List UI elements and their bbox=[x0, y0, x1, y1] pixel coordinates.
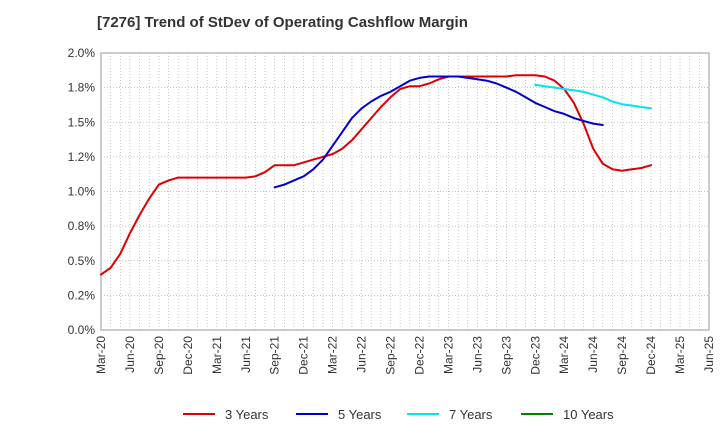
legend-swatch-5-years bbox=[296, 413, 328, 415]
legend: 3 Years 5 Years 7 Years 10 Years bbox=[0, 402, 720, 426]
y-tick-label: 1.8% bbox=[68, 81, 96, 95]
series-line-7-years bbox=[534, 83, 653, 110]
x-tick-label: Mar-22 bbox=[326, 336, 340, 374]
series-line-3-years bbox=[100, 74, 653, 276]
legend-label-10-years: 10 Years bbox=[563, 406, 614, 422]
grid bbox=[100, 52, 710, 331]
legend-swatch-3-years bbox=[183, 413, 215, 415]
series-lines bbox=[100, 74, 653, 276]
x-tick-label: Mar-21 bbox=[210, 336, 224, 374]
y-tick-label: 1.5% bbox=[68, 115, 96, 129]
legend-label-7-years: 7 Years bbox=[449, 406, 493, 422]
y-tick-label: 0.5% bbox=[68, 254, 96, 268]
x-tick-label: Dec-20 bbox=[181, 336, 195, 375]
y-tick-label: 1.0% bbox=[68, 185, 96, 199]
legend-swatch-10-years bbox=[521, 413, 553, 415]
x-tick-label: Sep-22 bbox=[384, 336, 398, 375]
chart-title: [7276] Trend of StDev of Operating Cashf… bbox=[97, 14, 468, 31]
y-tick-label: 1.2% bbox=[68, 150, 96, 164]
x-tick-label: Sep-20 bbox=[152, 336, 166, 375]
x-tick-label: Sep-23 bbox=[499, 336, 513, 375]
x-tick-label: Jun-25 bbox=[702, 336, 716, 373]
legend-item-7-years: 7 Years bbox=[407, 402, 492, 426]
y-tick-label: 2.0% bbox=[68, 46, 96, 60]
y-tick-label: 0.8% bbox=[68, 219, 96, 233]
x-tick-label: Dec-23 bbox=[528, 336, 542, 375]
x-tick-label: Jun-23 bbox=[470, 336, 484, 373]
legend-swatch-7-years bbox=[407, 413, 439, 415]
legend-item-10-years: 10 Years bbox=[521, 402, 614, 426]
x-tick-label: Dec-24 bbox=[644, 336, 658, 375]
y-tick-label: 0.2% bbox=[68, 288, 96, 302]
axes: 0.0% 0.2% 0.5% 0.8% 1.0% 1.2% 1.5% 1.8% 2.0% Mar-… bbox=[68, 46, 716, 375]
x-tick-label: Mar-20 bbox=[94, 336, 108, 374]
x-tick-label: Jun-24 bbox=[586, 336, 600, 373]
x-tick-label: Jun-22 bbox=[355, 336, 369, 373]
x-tick-label: Jun-20 bbox=[123, 336, 137, 373]
x-tick-label: Sep-24 bbox=[615, 336, 629, 375]
legend-label-3-years: 3 Years bbox=[225, 406, 269, 422]
legend-item-5-years: 5 Years bbox=[296, 402, 381, 426]
x-tick-label: Sep-21 bbox=[268, 336, 282, 375]
legend-item-3-years: 3 Years bbox=[183, 402, 268, 426]
x-tick-label: Dec-22 bbox=[412, 336, 426, 375]
y-tick-label: 0.0% bbox=[68, 323, 96, 337]
x-tick-label: Mar-23 bbox=[441, 336, 455, 374]
x-tick-label: Mar-25 bbox=[673, 336, 687, 374]
x-tick-label: Jun-21 bbox=[239, 336, 253, 373]
x-tick-label: Mar-24 bbox=[557, 336, 571, 374]
x-tick-label: Dec-21 bbox=[297, 336, 311, 375]
legend-label-5-years: 5 Years bbox=[338, 406, 382, 422]
series-line-5-years bbox=[273, 75, 604, 189]
